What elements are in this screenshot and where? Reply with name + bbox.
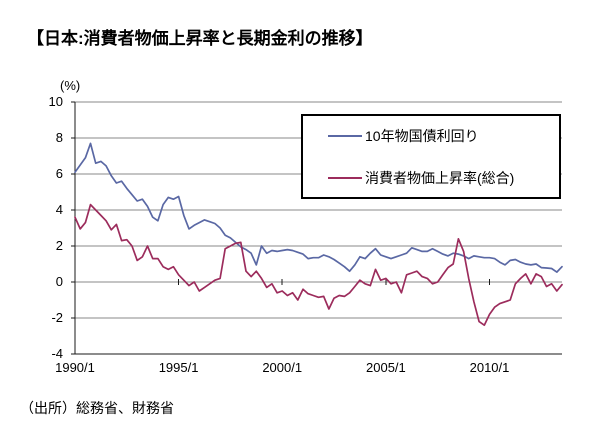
source-note: （出所）総務省、財務省 — [20, 400, 174, 416]
y-tick-label: 8 — [56, 130, 63, 145]
legend-label-cpi: 消費者物価上昇率(総合) — [365, 170, 514, 186]
x-tick-label: 1995/1 — [159, 360, 199, 375]
legend: 10年物国債利回り 消費者物価上昇率(総合) — [301, 114, 561, 199]
y-tick-label: -2 — [51, 310, 63, 325]
page-title: 【日本:消費者物価上昇率と長期金利の推移】 — [27, 28, 373, 48]
series-line-0 — [74, 142, 563, 273]
x-tick-label: 2000/1 — [262, 360, 302, 375]
legend-label-jgb-yield: 10年物国債利回り — [365, 128, 479, 144]
y-tick-label: 2 — [56, 238, 63, 253]
y-tick-label: 4 — [56, 202, 63, 217]
y-axis-unit-label: (%) — [60, 78, 80, 93]
series-line-1 — [74, 203, 563, 327]
y-tick-label: 10 — [49, 94, 63, 109]
x-tick-label: 2010/1 — [470, 360, 510, 375]
y-tick-label: 6 — [56, 166, 63, 181]
x-tick-label: 1990/1 — [55, 360, 95, 375]
x-tick-label: 2005/1 — [366, 360, 406, 375]
plot-area: 1990/1 1995/1 2000/1 2005/1 2010/1 — [55, 101, 563, 375]
legend-box — [301, 114, 561, 199]
y-tick-label: -4 — [51, 346, 63, 361]
y-tick-label: 0 — [56, 274, 63, 289]
y-axis-tick-labels: 10 8 6 4 2 0 -2 -4 — [49, 94, 63, 361]
